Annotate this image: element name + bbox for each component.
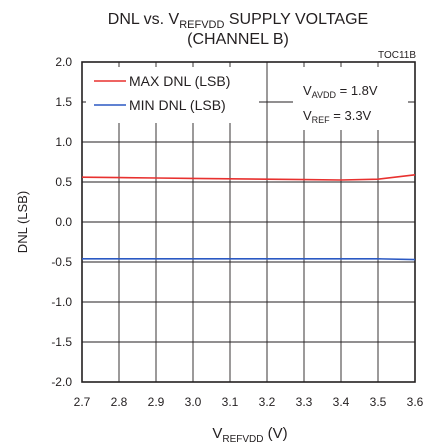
chart-title-line2: (CHANNEL B) <box>187 31 289 48</box>
y-tick-label: 0.0 <box>55 215 72 229</box>
y-axis-label: DNL (LSB) <box>15 191 30 253</box>
x-tick-label: 3.0 <box>185 395 202 409</box>
y-tick-label: 1.0 <box>55 135 72 149</box>
series-line-max-dnl <box>81 174 416 181</box>
legend-label-min-dnl: MIN DNL (LSB) <box>129 97 226 113</box>
chart-title-line1: DNL vs. VREFVDD SUPPLY VOLTAGE <box>108 11 368 31</box>
x-tick-label: 3.4 <box>333 395 350 409</box>
data-series <box>81 174 416 261</box>
plot-frame <box>81 61 416 383</box>
y-tick-label: 0.5 <box>55 175 72 189</box>
annotation-box: VAVDD = 1.8V VREF = 3.3V <box>293 67 408 130</box>
x-tick-label: 3.3 <box>296 395 313 409</box>
y-tick-label: 2.0 <box>55 55 72 69</box>
x-tick-label: 2.7 <box>74 395 91 409</box>
tick-labels: 2.7 2.8 2.9 3.0 3.1 3.2 3.3 3.4 3.5 3.6 2.0 1.5 1.0 0… <box>51 55 423 409</box>
legend: MAX DNL (LSB) MIN DNL (LSB) <box>86 67 259 123</box>
annotation-background <box>293 67 408 130</box>
legend-label-max-dnl: MAX DNL (LSB) <box>129 73 230 89</box>
y-tick-label: -0.5 <box>51 255 72 269</box>
series-line-min-dnl <box>82 257 416 261</box>
annotation-vref: VREF = 3.3V <box>303 108 372 125</box>
y-tick-label: -2.0 <box>51 375 72 389</box>
x-tick-label: 3.2 <box>259 395 276 409</box>
x-tick-label: 3.5 <box>370 395 387 409</box>
y-tick-label: -1.0 <box>51 295 72 309</box>
x-tick-label: 2.9 <box>148 395 165 409</box>
legend-box <box>86 67 259 123</box>
y-tick-label: 1.5 <box>55 95 72 109</box>
y-tick-label: -1.5 <box>51 335 72 349</box>
x-tick-label: 3.6 <box>407 395 424 409</box>
x-tick-label: 3.1 <box>222 395 239 409</box>
x-axis-label: VREFVDD (V) <box>212 425 287 445</box>
annotation-vavdd: VAVDD = 1.8V <box>303 83 378 100</box>
x-tick-label: 2.8 <box>111 395 128 409</box>
figure-id: TOC11B <box>378 50 416 61</box>
